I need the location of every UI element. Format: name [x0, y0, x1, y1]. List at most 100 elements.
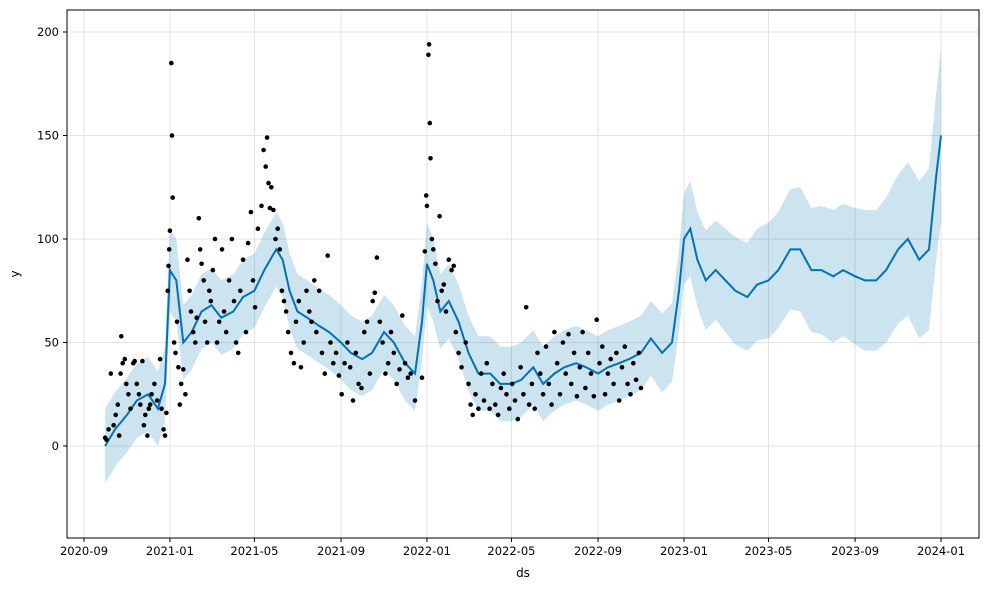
observed-point: [614, 350, 619, 356]
observed-point: [197, 247, 203, 252]
observed-point: [226, 278, 232, 283]
observed-point: [611, 381, 616, 387]
observed-point: [162, 433, 168, 438]
observed-point: [128, 406, 133, 412]
observed-point: [515, 416, 521, 422]
observed-point: [111, 423, 116, 428]
observed-point: [173, 350, 178, 356]
observed-point: [119, 334, 124, 339]
observed-point: [194, 315, 199, 321]
observed-point: [240, 257, 246, 263]
observed-point: [569, 381, 574, 387]
observed-point: [138, 402, 143, 407]
observed-point: [636, 350, 642, 356]
observed-point: [108, 371, 114, 376]
observed-point: [433, 261, 438, 267]
observed-point: [532, 406, 537, 412]
observed-point: [493, 402, 498, 407]
x-tick-label: 2022-09: [574, 544, 622, 558]
observed-point: [431, 247, 436, 252]
observed-point: [169, 133, 175, 138]
observed-point: [140, 358, 145, 364]
observed-point: [543, 344, 549, 349]
observed-point: [605, 371, 611, 376]
observed-point: [304, 288, 309, 294]
observed-point: [423, 193, 429, 198]
observed-point: [424, 203, 430, 209]
observed-points: [102, 42, 644, 443]
x-axis: 2020-09 2021-01 2021-05 2021-09 2022-01 2022-…: [60, 538, 965, 558]
observed-point: [328, 340, 333, 345]
observed-point: [214, 340, 220, 345]
observed-point: [580, 329, 585, 335]
observed-point: [250, 278, 256, 283]
x-tick-label: 2023-05: [744, 544, 792, 558]
observed-point: [638, 385, 644, 391]
observed-point: [552, 329, 557, 335]
observed-point: [157, 356, 163, 362]
y-axis-label: y: [8, 270, 22, 277]
x-tick-label: 2021-09: [317, 544, 365, 558]
observed-point: [529, 381, 535, 387]
observed-point: [170, 195, 175, 200]
observed-point: [481, 398, 487, 403]
observed-point: [263, 164, 269, 169]
observed-point: [397, 367, 402, 372]
observed-point: [288, 350, 294, 356]
observed-point: [362, 329, 367, 335]
observed-point: [113, 412, 118, 418]
observed-point: [106, 427, 111, 432]
observed-point: [199, 261, 204, 267]
observed-point: [468, 402, 473, 407]
observed-point: [566, 331, 571, 337]
observed-point: [238, 288, 243, 294]
observed-point: [201, 278, 206, 283]
observed-point: [498, 385, 504, 391]
observed-point: [269, 185, 274, 190]
observed-point: [331, 360, 336, 366]
observed-point: [549, 402, 554, 407]
observed-point: [616, 398, 622, 403]
observed-point: [507, 406, 512, 412]
observed-point: [307, 309, 312, 314]
observed-point: [538, 371, 543, 376]
observed-point: [116, 433, 122, 438]
observed-point: [419, 375, 425, 381]
y-tick-label: 0: [52, 439, 59, 453]
observed-point: [345, 340, 350, 345]
observed-point: [597, 360, 602, 366]
x-axis-label: ds: [516, 566, 530, 580]
observed-point: [441, 282, 447, 287]
y-tick-label: 50: [44, 336, 59, 350]
observed-point: [177, 402, 183, 407]
observed-point: [385, 360, 391, 366]
x-tick-label: 2020-09: [60, 544, 108, 558]
observed-point: [164, 410, 169, 416]
observed-point: [394, 381, 400, 387]
observed-point: [628, 392, 633, 397]
observed-point: [463, 340, 469, 345]
observed-point: [600, 344, 605, 349]
observed-point: [243, 329, 249, 335]
observed-point: [231, 298, 237, 304]
observed-point: [293, 319, 299, 325]
x-tick-label: 2021-01: [146, 544, 194, 558]
observed-point: [154, 398, 160, 403]
observed-point: [388, 329, 394, 335]
grid-lines: [67, 10, 979, 538]
observed-point: [408, 371, 414, 376]
observed-point: [521, 392, 526, 397]
observed-point: [583, 385, 588, 391]
observed-point: [342, 360, 347, 366]
observed-point: [281, 298, 287, 304]
observed-point: [143, 412, 148, 418]
observed-point: [622, 344, 628, 349]
observed-point: [219, 247, 225, 252]
observed-point: [316, 288, 322, 294]
observed-point: [359, 385, 364, 391]
observed-point: [166, 263, 171, 269]
observed-point: [146, 406, 152, 412]
observed-point: [476, 406, 481, 412]
observed-point: [296, 298, 302, 304]
x-tick-label: 2023-01: [660, 544, 708, 558]
